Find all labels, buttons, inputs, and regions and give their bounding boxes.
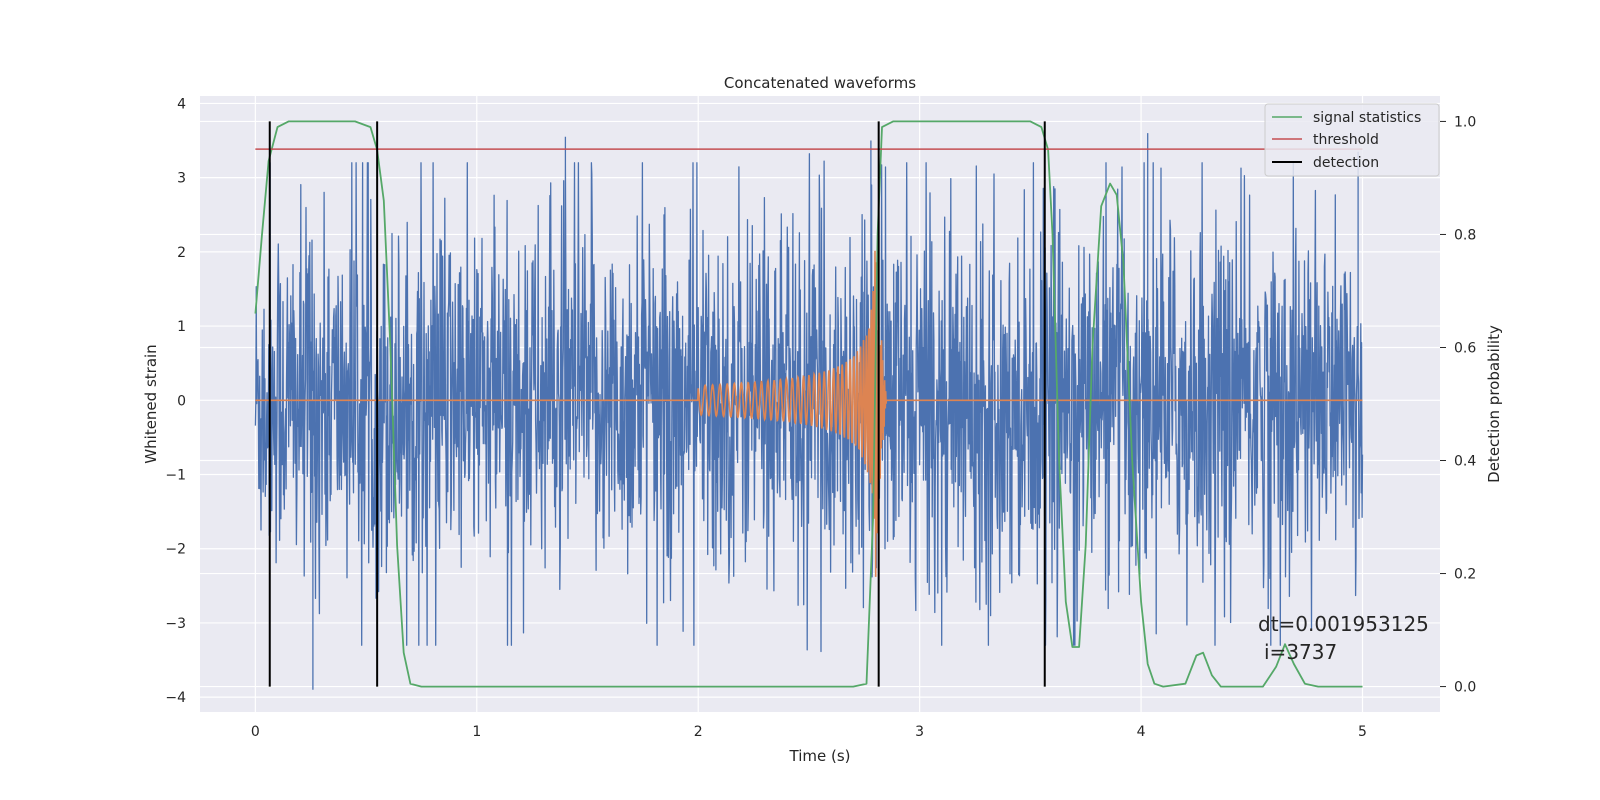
annotation-index: i=3737	[1264, 640, 1337, 664]
chart-title: Concatenated waveforms	[724, 74, 916, 92]
y-tick-label: 1	[177, 319, 186, 335]
legend-label-detection: detection	[1313, 155, 1379, 171]
y-tick-label: 2	[177, 245, 186, 261]
y-right-tick-label: 1.0	[1454, 114, 1476, 130]
y-right-tick-label: 0.0	[1454, 680, 1476, 696]
x-tick-label: 4	[1137, 724, 1146, 740]
annotation-dt: dt=0.001953125	[1258, 612, 1429, 636]
y-right-tick-label: 0.8	[1454, 227, 1476, 243]
y-right-tick-label: 0.2	[1454, 567, 1476, 583]
legend-label-threshold: threshold	[1313, 132, 1379, 148]
y-axis-label: Whitened strain	[142, 344, 160, 463]
legend-frame	[1264, 103, 1440, 177]
ticks-layer: 0 1 2 3 4 5 −4 −3 −2 −1 0 1 2 3 4 0.0 0.2 0.4 0.6 0.8 1.0	[165, 96, 1476, 740]
x-tick-label: 5	[1358, 724, 1367, 740]
y-tick-label: −4	[165, 690, 186, 706]
series-waveform-line	[255, 250, 1363, 577]
legend: signal statistics threshold detection	[1264, 103, 1440, 177]
y-tick-label: 3	[177, 171, 186, 187]
x-tick-label: 0	[251, 724, 260, 740]
y-tick-label: 4	[177, 96, 186, 112]
x-tick-label: 1	[472, 724, 481, 740]
y-tick-label: −1	[165, 468, 186, 484]
x-axis-label: Time (s)	[789, 747, 851, 765]
y-tick-label: 0	[177, 393, 186, 409]
series-strain-line	[254, 133, 1364, 690]
legend-label-signal-statistics: signal statistics	[1313, 110, 1421, 126]
x-tick-label: 2	[694, 724, 703, 740]
y-tick-label: −3	[165, 616, 186, 632]
y-right-tick-label: 0.4	[1454, 454, 1476, 470]
y-right-tick-label: 0.6	[1454, 340, 1476, 356]
y-tick-label: −2	[165, 542, 186, 558]
series-signal-statistics-line	[254, 120, 1363, 688]
series-layer	[254, 120, 1364, 690]
y-right-axis-label: Detection probability	[1485, 325, 1503, 483]
x-tick-label: 3	[915, 724, 924, 740]
